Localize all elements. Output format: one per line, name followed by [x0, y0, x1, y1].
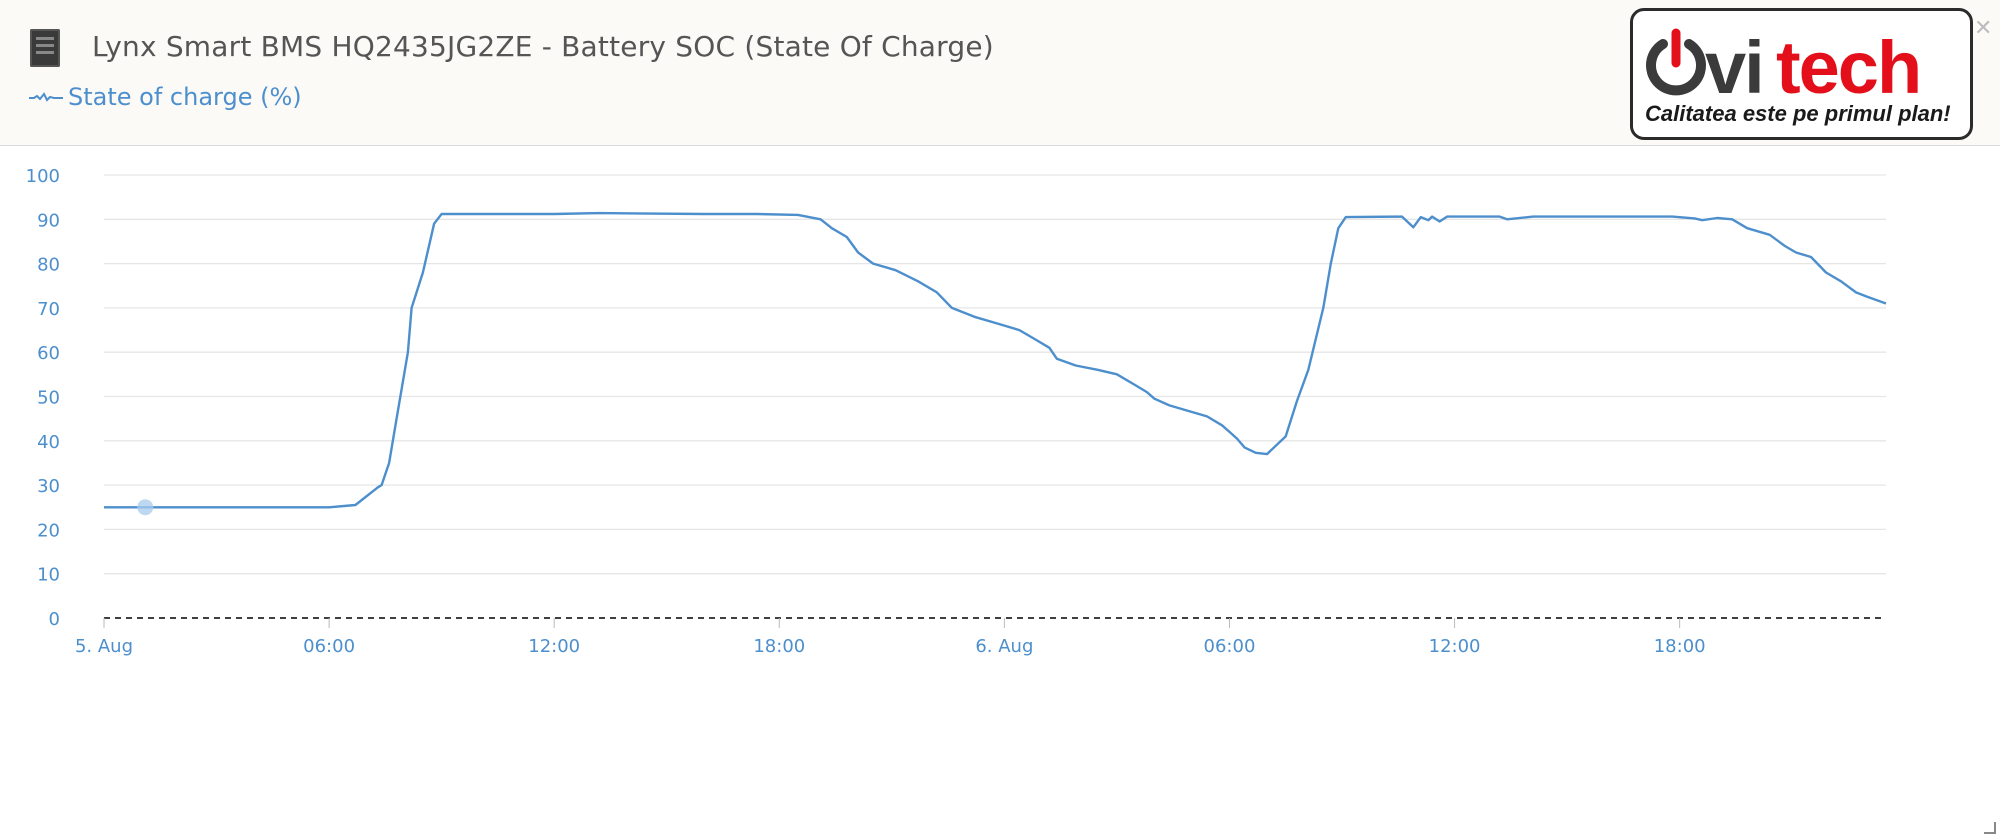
soc-line-chart: 0 10 20 30 40 50 60 70 80 90 100 5. Aug 06:00 12:00 18… [26, 166, 1887, 657]
x-tick-label: 18:00 [1654, 636, 1706, 657]
y-tick-label: 40 [37, 432, 60, 453]
svg-text:tech: tech [1776, 26, 1920, 109]
chart-title: Lynx Smart BMS HQ2435JG2ZE - Battery SOC… [92, 30, 994, 63]
y-tick-label: 100 [26, 166, 60, 187]
y-tick-label: 70 [37, 299, 60, 320]
x-tick-label: 12:00 [1429, 636, 1481, 657]
x-tick-label: 06:00 [1204, 636, 1256, 657]
y-tick-label: 50 [37, 388, 60, 409]
chart-header: Lynx Smart BMS HQ2435JG2ZE - Battery SOC… [0, 0, 2000, 146]
hover-marker-point [137, 499, 154, 516]
y-tick-label: 20 [37, 520, 60, 541]
svg-text:Calitatea este pe primul plan!: Calitatea este pe primul plan! [1645, 101, 1951, 126]
x-tick-label: 6. Aug [975, 636, 1033, 657]
y-tick-label: 90 [37, 210, 60, 231]
legend-item-state-of-charge[interactable]: State of charge (%) [28, 82, 302, 112]
svg-text:vi: vi [1705, 26, 1763, 109]
y-tick-label: 80 [37, 255, 60, 276]
line-series-icon [29, 92, 63, 102]
resize-handle-icon[interactable] [1984, 822, 1996, 834]
x-tick-label: 5. Aug [75, 636, 133, 657]
x-tick-label: 12:00 [528, 636, 580, 657]
ovitech-logo: vi tech Calitatea este pe primul plan! [1630, 8, 1973, 140]
y-tick-label: 60 [37, 343, 60, 364]
power-icon [1646, 28, 1706, 96]
legend-label: State of charge (%) [68, 83, 302, 111]
y-tick-label: 10 [37, 565, 60, 586]
battery-device-icon [30, 29, 60, 67]
y-tick-label: 0 [49, 609, 60, 630]
x-tick-label: 06:00 [303, 636, 355, 657]
x-tick-label: 18:00 [753, 636, 805, 657]
y-tick-label: 30 [37, 476, 60, 497]
soc-series-line [104, 211, 1887, 509]
close-icon[interactable]: ✕ [1974, 16, 1993, 41]
